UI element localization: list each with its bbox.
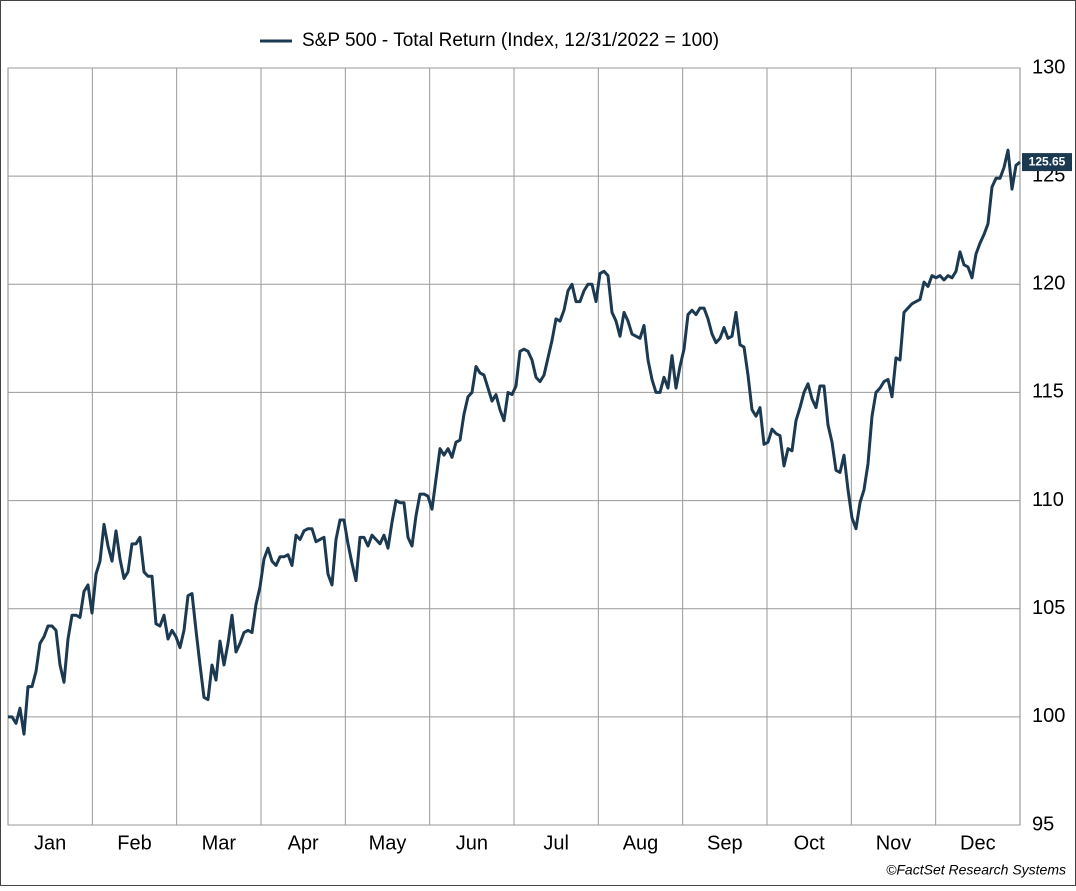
y-tick-label: 115 bbox=[1032, 381, 1064, 403]
y-tick-label: 130 bbox=[1032, 56, 1065, 78]
y-tick-label: 95 bbox=[1032, 813, 1054, 835]
legend-label: S&P 500 - Total Return (Index, 12/31/202… bbox=[302, 30, 719, 51]
end-value-label: 125.65 bbox=[1029, 154, 1066, 168]
x-tick-label: Nov bbox=[876, 832, 912, 854]
source: ©FactSet Research Systems bbox=[886, 862, 1066, 878]
y-tick-label: 110 bbox=[1032, 489, 1064, 511]
x-tick-label: Oct bbox=[794, 832, 826, 854]
y-tick-label: 100 bbox=[1032, 705, 1065, 727]
x-tick-label: May bbox=[369, 832, 407, 854]
x-tick-label: Jun bbox=[456, 832, 488, 854]
x-tick-label: Jan bbox=[34, 832, 66, 854]
x-tick-label: Aug bbox=[623, 832, 659, 854]
y-tick-label: 120 bbox=[1032, 273, 1065, 295]
x-tick-label: Sep bbox=[707, 832, 743, 854]
y-tick-label: 105 bbox=[1032, 597, 1065, 619]
x-tick-label: Mar bbox=[202, 832, 237, 854]
x-tick-label: Apr bbox=[288, 832, 319, 854]
series-line bbox=[8, 148, 1021, 736]
x-tick-label: Jul bbox=[543, 832, 569, 854]
x-tick-label: Feb bbox=[117, 832, 151, 854]
x-tick-label: Dec bbox=[960, 832, 996, 854]
end-value-tag bbox=[1022, 153, 1072, 172]
